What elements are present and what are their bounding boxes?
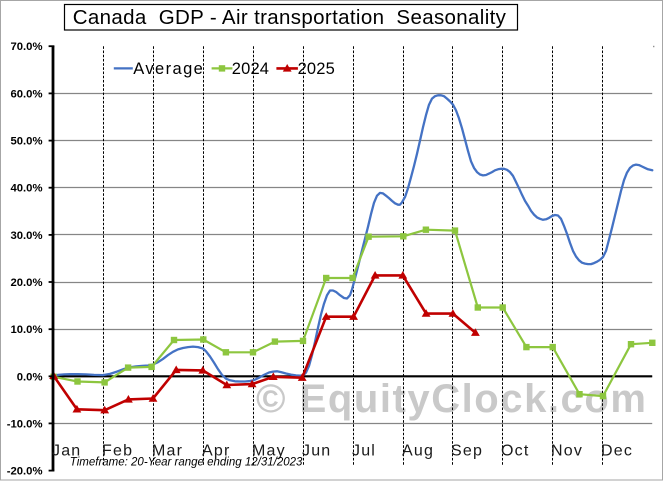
svg-text:Nov: Nov xyxy=(551,443,583,460)
svg-text:2024: 2024 xyxy=(232,60,269,78)
svg-text:Apr: Apr xyxy=(202,443,231,460)
svg-text:Aug: Aug xyxy=(402,443,434,460)
svg-text:Jan: Jan xyxy=(52,443,81,460)
svg-text:© EquityClock.com: © EquityClock.com xyxy=(256,377,647,421)
svg-text:2025: 2025 xyxy=(298,60,335,78)
svg-text:-20.0%: -20.0% xyxy=(7,466,43,478)
svg-text:May: May xyxy=(252,443,286,460)
svg-text:10.0%: 10.0% xyxy=(10,324,42,336)
svg-text:Feb: Feb xyxy=(102,443,133,460)
svg-text:60.0%: 60.0% xyxy=(10,88,42,100)
svg-text:Canada GDP - Air transportati: Canada GDP - Air transportation Seasonal… xyxy=(73,6,507,29)
svg-text:Jun: Jun xyxy=(302,443,331,460)
svg-text:Oct: Oct xyxy=(501,443,530,460)
svg-text:Jul: Jul xyxy=(352,443,376,460)
svg-text:30.0%: 30.0% xyxy=(10,230,42,242)
svg-text:40.0%: 40.0% xyxy=(10,183,42,195)
svg-text:-10.0%: -10.0% xyxy=(7,418,43,430)
svg-text:Sep: Sep xyxy=(451,443,483,460)
svg-text:Average: Average xyxy=(133,60,204,78)
svg-text:20.0%: 20.0% xyxy=(10,277,42,289)
svg-text:0.0%: 0.0% xyxy=(17,371,43,383)
svg-text:Dec: Dec xyxy=(601,443,633,460)
svg-text:50.0%: 50.0% xyxy=(10,136,42,148)
svg-text:Timeframe: 20-Year range endin: Timeframe: 20-Year range ending 12/31/20… xyxy=(70,456,303,468)
svg-text:70.0%: 70.0% xyxy=(10,41,42,53)
svg-text:Mar: Mar xyxy=(152,443,183,460)
